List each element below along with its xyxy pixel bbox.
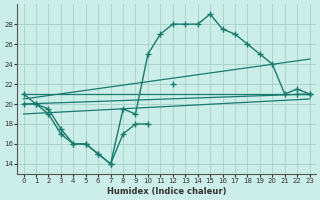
X-axis label: Humidex (Indice chaleur): Humidex (Indice chaleur) — [107, 187, 226, 196]
